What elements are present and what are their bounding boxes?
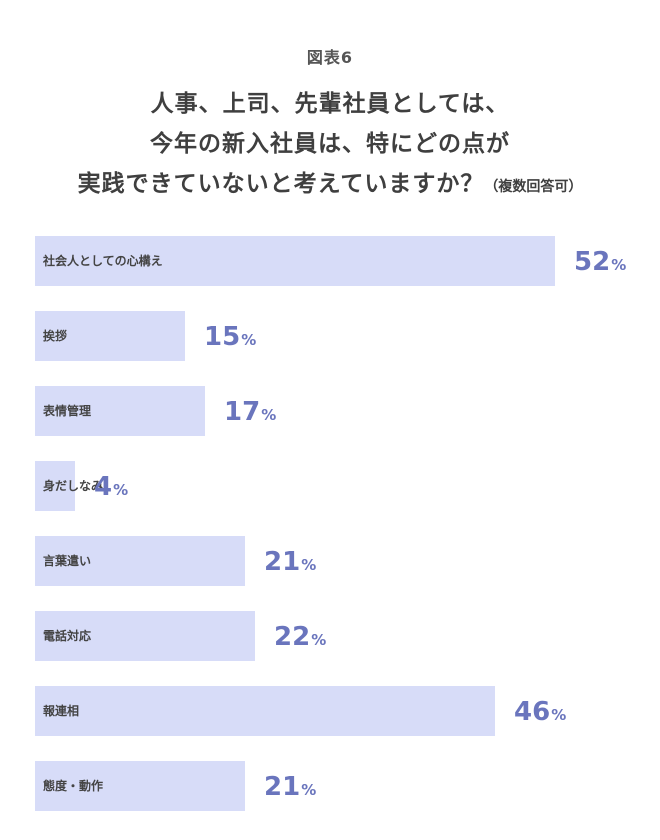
bar-7 [35,761,245,811]
bar-6 [35,686,495,736]
bar-1 [35,311,185,361]
category-label-0: 社会人としての心構え [42,253,163,268]
title-line-2: 今年の新入社員は、特にどの点が [150,131,510,157]
category-label-6: 報連相 [43,703,79,718]
category-label-4: 言葉遣い [43,553,91,568]
title-note: （複数回答可） [484,179,583,195]
value-label-6: 46% [514,697,566,727]
bar-4 [35,536,245,586]
value-label-0: 52% [574,247,626,277]
bar-3 [35,461,75,511]
title-line-1: 人事、上司、先輩社員としては、 [150,91,510,117]
category-label-7: 態度・動作 [43,778,103,793]
bar-2 [35,386,205,436]
value-label-5: 22% [274,622,326,652]
category-label-2: 表情管理 [42,403,91,418]
bar-5 [35,611,255,661]
category-label-1: 挨拶 [43,328,67,343]
value-label-1: 15% [204,322,256,352]
title-line-3-text: 実践できていないと考えていますか？ [77,171,485,197]
chart-title: 人事、上司、先輩社員としては、 今年の新入社員は、特にどの点が 実践できていない… [0,84,660,207]
value-label-2: 17% [224,397,276,427]
figure-label: 図表6 [306,48,354,67]
category-label-5: 電話対応 [43,628,91,643]
title-line-3: 実践できていないと考えていますか？（複数回答可） [0,164,660,207]
value-label-3: 4% [94,472,128,502]
value-label-4: 21% [264,547,316,577]
bar-0 [35,236,555,286]
value-label-7: 21% [264,772,316,802]
category-label-3: 身だしなみ [43,478,103,493]
